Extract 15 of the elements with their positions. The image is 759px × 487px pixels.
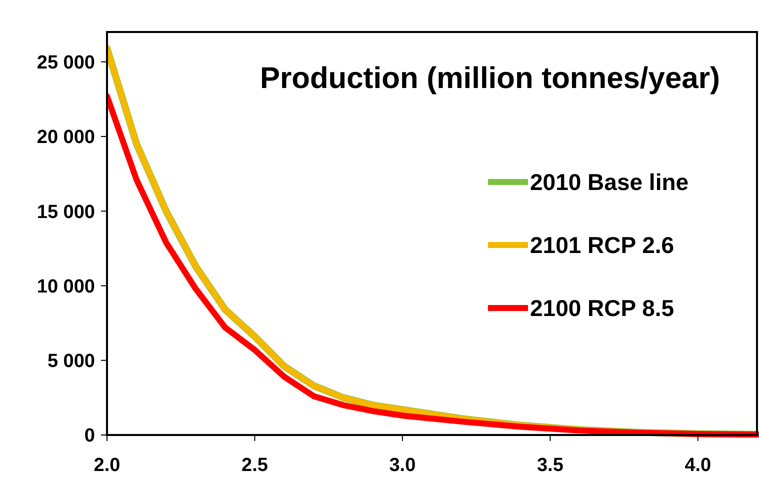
y-tick-label: 20 000 [36, 127, 95, 148]
y-tick-label: 10 000 [36, 276, 95, 298]
x-tick-label: 3.5 [536, 455, 564, 476]
legend-label: 2010 Base line [530, 169, 689, 196]
legend-label: 2101 RCP 2.6 [530, 232, 674, 258]
x-tick-label: 2.5 [242, 455, 268, 476]
x-tick-label: 4.0 [684, 455, 712, 476]
y-tick-label: 25 000 [36, 52, 95, 74]
x-tick-label: 3.0 [389, 455, 416, 476]
y-tick-label: 5 000 [47, 351, 95, 372]
y-tick-label: 15 000 [36, 202, 95, 223]
y-tick-label: 0 [84, 426, 95, 447]
legend-label: 2100 RCP 8.5 [530, 295, 674, 322]
text: Production (million tonnes/year) [260, 62, 720, 95]
x-tick-label: 2.0 [94, 455, 120, 476]
